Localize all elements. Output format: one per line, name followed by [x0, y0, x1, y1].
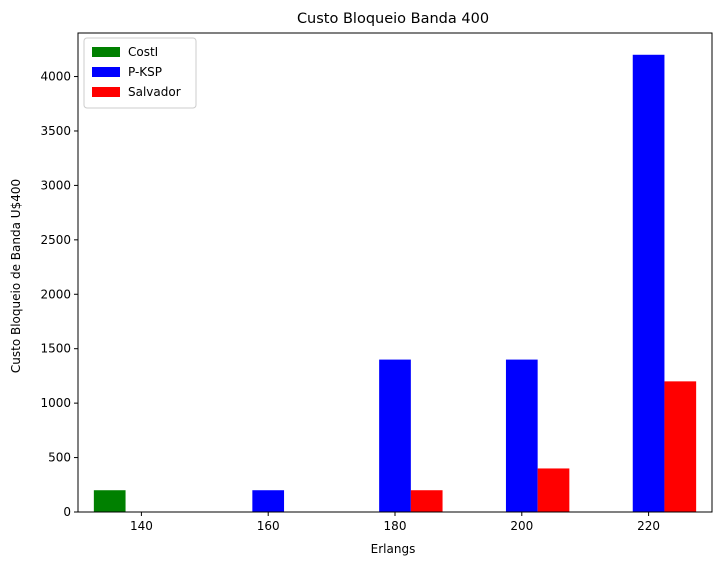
legend-label-salvador: Salvador	[128, 85, 181, 99]
legend-label-costi: CostI	[128, 45, 158, 59]
bar-salvador-200	[537, 468, 570, 512]
y-tick-label: 3500	[40, 124, 71, 138]
legend: CostI P-KSP Salvador	[83, 37, 197, 109]
bar-salvador-180	[410, 490, 443, 512]
bar-p-ksp-220	[632, 54, 665, 512]
y-tick-label: 2500	[40, 233, 71, 247]
bar-costi-140	[93, 490, 126, 512]
y-tick-label: 1500	[40, 342, 71, 356]
legend-swatch-salvador	[92, 87, 120, 97]
y-axis-label: Custo Bloqueio de Banda U$400	[9, 179, 23, 373]
y-tick-label: 1000	[40, 396, 71, 410]
plot-area: 140 160 180 200 220 0 500 1000 1500 2000 2500 3000 3…	[40, 32, 713, 533]
chart-title: Custo Bloqueio Banda 400	[297, 11, 489, 27]
x-axis-label: Erlangs	[371, 542, 416, 556]
x-tick-label: 160	[257, 519, 280, 533]
x-tick-label: 200	[510, 519, 533, 533]
x-tick-label: 140	[130, 519, 153, 533]
bar-p-ksp-180	[379, 359, 411, 512]
y-tick-label: 0	[63, 505, 71, 519]
y-tick-label: 3000	[40, 178, 71, 192]
legend-label-p-ksp: P-KSP	[128, 65, 162, 79]
legend-swatch-costi	[92, 47, 120, 57]
bar-p-ksp-160	[252, 490, 285, 512]
bar-salvador-220	[664, 381, 697, 512]
x-tick-label: 220	[637, 519, 660, 533]
bar-p-ksp-200	[505, 359, 538, 512]
x-tick-label: 180	[384, 519, 407, 533]
y-tick-label: 2000	[40, 287, 71, 301]
legend-swatch-p-ksp	[92, 67, 120, 77]
y-tick-label: 500	[48, 451, 71, 465]
y-tick-label: 4000	[40, 70, 71, 84]
